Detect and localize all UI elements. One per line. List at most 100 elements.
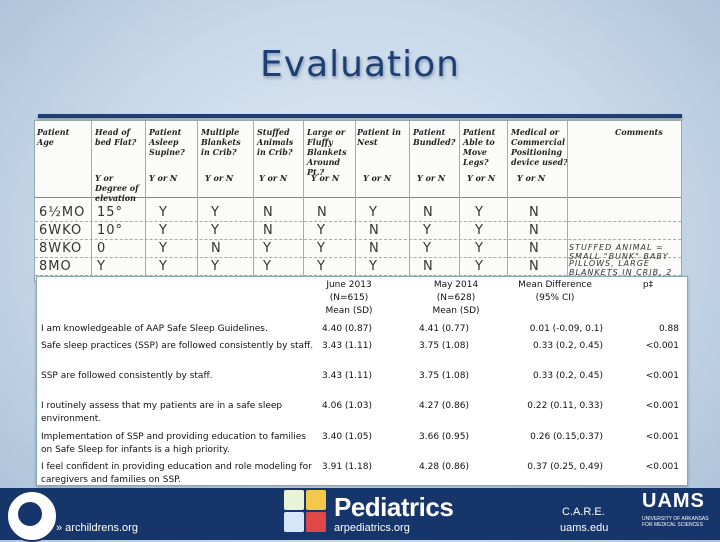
row-p: <0.001 (645, 371, 679, 381)
row-cell: Y (211, 259, 220, 274)
row-cell: Y (159, 223, 168, 238)
row-june: 3.43 (1.11) (322, 371, 372, 381)
row-cell: N (369, 241, 380, 256)
row-cell: N (529, 259, 540, 274)
row-diff: 0.01 (-0.09, 0.1) (529, 324, 603, 334)
checklist-col-sub: Y or N (363, 173, 392, 183)
row-june: 3.91 (1.18) (322, 462, 372, 472)
row-statement: Safe sleep practices (SSP) are followed … (41, 341, 314, 351)
care-label: C.A.R.E. (562, 506, 605, 518)
col-header-line: (N=628) (436, 293, 476, 303)
checklist-col-sub: Y or N (311, 173, 340, 183)
grid-line (145, 121, 146, 279)
checklist-col-sub: Y or N (467, 173, 496, 183)
grid-line (409, 121, 410, 279)
grid-line (197, 121, 198, 279)
row-p: <0.001 (645, 401, 679, 411)
row-p: <0.001 (645, 341, 679, 351)
col-header-june-2013: June 2013 (N=615) Mean (SD) (319, 279, 379, 318)
grid-line (459, 121, 460, 279)
row-cell: Y (211, 205, 220, 220)
col-header-p: p‡ (642, 280, 654, 290)
checklist-col-header: Patient Age (37, 127, 70, 147)
checklist-col-header: Multiple Blankets in Crib? (201, 127, 241, 157)
col-header-line: Mean (SD) (432, 306, 480, 316)
row-may: 4.27 (0.86) (419, 401, 469, 411)
col-header-line: Mean Difference (518, 280, 592, 290)
checklist-row: 6WKO 10° Y Y N Y N Y Y N (35, 223, 681, 240)
row-diff: 0.22 (0.11, 0.33) (527, 401, 603, 411)
footer-bar: » archildrens.org Pediatrics arpediatric… (0, 488, 720, 542)
stethoscope-icon (284, 490, 304, 510)
row-cell: Y (317, 223, 326, 238)
row-cell: Y (475, 259, 484, 274)
archildrens-link[interactable]: » archildrens.org (56, 522, 138, 534)
col-header-may-2014: May 2014 (N=628) Mean (SD) (421, 279, 491, 318)
graduation-cap-icon (306, 490, 326, 510)
row-cell: Y (159, 205, 168, 220)
col-header-line: June 2013 (326, 280, 372, 290)
checklist-row: 6½MO 15° Y Y N N Y N Y N (35, 205, 681, 222)
childrens-hospital-seal-icon (6, 490, 58, 542)
uams-subtitle: UNIVERSITY OF ARKANSAS FOR MEDICAL SCIEN… (642, 516, 709, 528)
checklist-col-sub: Y or N (205, 173, 234, 183)
row-cell: Y (369, 205, 378, 220)
row-p: <0.001 (645, 432, 679, 442)
checklist-col-sub: Y or N (149, 173, 178, 183)
row-cell: Y (369, 259, 378, 274)
checklist-col-header: Large or Fluffy Blankets Around Pt.? (307, 127, 347, 177)
checklist-col-header: Head of bed Flat? (95, 127, 137, 147)
checklist-col-header: Medical or Commercial Positioning device… (511, 127, 568, 167)
row-cell: 6WKO (39, 223, 83, 238)
row-comment: STUFFED ANIMAL = SMALL "BUNK" BABY (569, 243, 669, 261)
grid-line (91, 121, 92, 279)
row-may: 4.41 (0.77) (419, 324, 469, 334)
row-p: 0.88 (658, 324, 679, 334)
row-cell: 8WKO (39, 241, 83, 256)
checklist-col-header: Patient Able to Move Legs? (463, 127, 496, 167)
grid-line (303, 121, 304, 279)
row-cell: Y (211, 223, 220, 238)
pediatrics-icon-grid (284, 490, 328, 534)
microscope-icon (284, 512, 304, 532)
row-cell: Y (423, 223, 432, 238)
row-june: 4.40 (0.87) (322, 324, 372, 334)
pediatrics-logo-text: Pediatrics (334, 492, 454, 522)
row-statement: I routinely assess that my patients are … (41, 401, 283, 424)
row-cell: N (263, 205, 274, 220)
row-cell: Y (317, 241, 326, 256)
row-cell: N (317, 205, 328, 220)
row-diff: 0.26 (0.15,0.37) (530, 432, 603, 442)
row-june: 4.06 (1.03) (322, 401, 372, 411)
checklist-col-sub: Y or N (517, 173, 546, 183)
row-cell: Y (475, 241, 484, 256)
heart-icon (306, 512, 326, 532)
row-cell: Y (423, 241, 432, 256)
row-cell: Y (263, 259, 272, 274)
row-cell: N (529, 205, 540, 220)
grid-line (567, 121, 568, 279)
row-diff: 0.33 (0.2, 0.45) (533, 371, 603, 381)
row-diff: 0.37 (0.25, 0.49) (527, 462, 603, 472)
row-cell: N (529, 223, 540, 238)
row-cell: 0 (97, 241, 107, 256)
row-may: 3.75 (1.08) (419, 371, 469, 381)
row-statement: SSP are followed consistently by staff. (41, 371, 213, 381)
title-divider (38, 114, 682, 118)
slide-title: Evaluation (260, 44, 460, 85)
checklist-col-sub: Y or N (417, 173, 446, 183)
seal-center (18, 502, 42, 526)
arpediatrics-link[interactable]: arpediatrics.org (334, 522, 410, 534)
col-header-line: May 2014 (433, 280, 479, 290)
checklist-scan: Patient Age Head of bed Flat? Patient As… (34, 120, 682, 286)
row-cell: Y (317, 259, 326, 274)
row-cell: N (423, 205, 434, 220)
checklist-col-sub: Y or N (259, 173, 288, 183)
uams-link[interactable]: uams.edu (560, 522, 609, 534)
checklist-col-header: Patient Asleep Supine? (149, 127, 185, 157)
row-cell: N (529, 241, 540, 256)
row-cell: Y (263, 241, 272, 256)
row-statement: Implementation of SSP and providing educ… (41, 432, 306, 455)
row-may: 4.28 (0.86) (419, 462, 469, 472)
checklist-row: 8MO Y Y Y Y Y Y N Y N PILLOWS, LARGE BLA… (35, 259, 681, 286)
